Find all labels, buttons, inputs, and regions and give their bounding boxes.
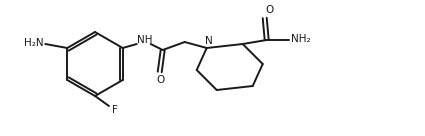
Text: NH₂: NH₂ [291, 34, 311, 44]
Text: NH: NH [137, 35, 153, 45]
Text: N: N [205, 36, 212, 46]
Text: O: O [156, 75, 165, 85]
Text: F: F [112, 105, 118, 115]
Text: O: O [266, 5, 274, 15]
Text: H₂N: H₂N [25, 38, 44, 48]
